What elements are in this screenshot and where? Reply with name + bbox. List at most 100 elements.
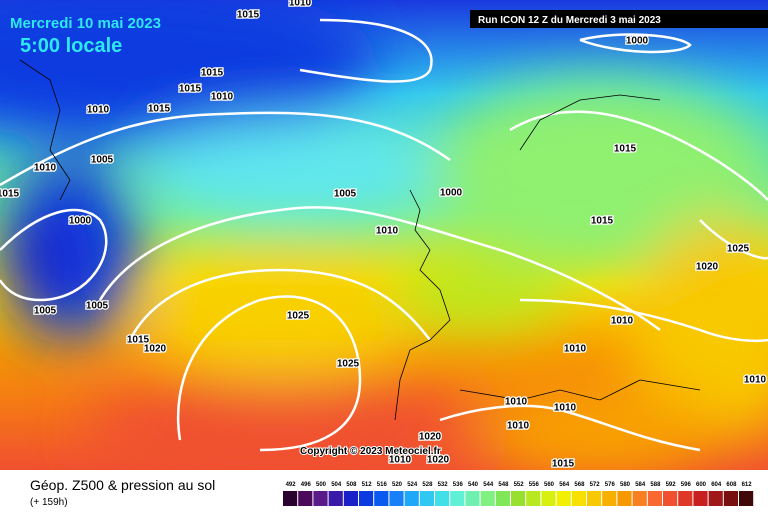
legend-swatch <box>389 491 404 506</box>
isobar-label: 1020 <box>696 262 719 273</box>
isobar-label: 1010 <box>376 226 399 237</box>
isobar-label: 1015 <box>0 189 20 200</box>
isobar-label: 1025 <box>727 244 750 255</box>
footer-title: Géop. Z500 & pression au sol <box>30 477 215 493</box>
legend-label: 516 <box>377 482 388 488</box>
legend-swatch <box>450 491 465 506</box>
isobar-label: 1015 <box>552 459 575 470</box>
legend-label: 580 <box>620 482 631 488</box>
time: 5:00 locale <box>20 35 122 57</box>
legend-swatch <box>723 491 738 506</box>
legend-swatch <box>617 491 632 506</box>
isobar-label: 1005 <box>91 155 114 166</box>
legend-swatch <box>343 491 358 506</box>
legend-label: 492 <box>286 482 297 488</box>
legend-swatch <box>435 491 450 506</box>
isobar-label: 1005 <box>334 189 357 200</box>
isobar-label: 1015 <box>614 144 637 155</box>
legend-label: 608 <box>726 482 737 488</box>
legend-swatch <box>526 491 541 506</box>
legend-label: 612 <box>742 482 753 488</box>
isobar-label: 1010 <box>505 397 528 408</box>
isobar-label: 1025 <box>337 359 360 370</box>
isobar-label: 1015 <box>591 216 614 227</box>
isobar-label: 1015 <box>201 68 224 79</box>
legend-label: 528 <box>422 482 433 488</box>
run: Run ICON 12 Z du Mercredi 3 mai 2023 <box>478 15 661 26</box>
isobar-label: 1010 <box>611 316 634 327</box>
isobar-label: 1020 <box>419 432 442 443</box>
date: Mercredi 10 mai 2023 <box>10 15 161 32</box>
isobar-label: 1005 <box>86 301 109 312</box>
legend-swatch <box>374 491 389 506</box>
isobar-label: 1010 <box>389 455 412 466</box>
legend-label: 584 <box>635 482 646 488</box>
legend-label: 512 <box>362 482 373 488</box>
legend-swatch <box>663 491 678 506</box>
legend-label: 504 <box>331 482 342 488</box>
legend-label: 524 <box>407 482 418 488</box>
legend-swatch <box>495 491 510 506</box>
legend-swatch <box>678 491 693 506</box>
isobar-label: 1025 <box>287 311 310 322</box>
legend: 492 496 500 504 508 512 516 520 524 528 532 536 540 5… <box>283 482 754 506</box>
legend-swatch <box>480 491 495 506</box>
isobar-label: 1015 <box>127 335 150 346</box>
isobar-label: 1010 <box>554 403 577 414</box>
legend-swatch <box>602 491 617 506</box>
run-box <box>470 10 768 28</box>
isobar-label: 1010 <box>564 344 587 355</box>
legend-label: 556 <box>529 482 540 488</box>
isobar-label: 1000 <box>626 36 649 47</box>
legend-label: 572 <box>590 482 601 488</box>
isobar-label: 1010 <box>507 421 530 432</box>
legend-label: 604 <box>711 482 722 488</box>
isobar-label: 1010 <box>211 92 234 103</box>
isobar-label: 1010 <box>87 105 110 116</box>
legend-label: 592 <box>666 482 677 488</box>
legend-label: 540 <box>468 482 479 488</box>
legend-label: 568 <box>574 482 585 488</box>
isobar-label: 1020 <box>144 344 167 355</box>
legend-swatch <box>328 491 343 506</box>
legend-swatch <box>556 491 571 506</box>
legend-swatch <box>298 491 313 506</box>
legend-label: 564 <box>559 482 570 488</box>
legend-label: 552 <box>514 482 525 488</box>
isobar-labels: 1015 1010 1000 1015 1015 1010 1010 1015 1005 1010… <box>0 0 768 471</box>
isobar-label: 1015 <box>179 84 202 95</box>
legend-swatch <box>511 491 526 506</box>
legend-label: 560 <box>544 482 555 488</box>
legend-swatch <box>283 491 298 506</box>
copyright: Copyright © 2023 Meteociel.fr <box>300 446 441 457</box>
legend-swatch <box>739 491 754 506</box>
legend-swatch <box>632 491 647 506</box>
legend-label: 496 <box>301 482 312 488</box>
legend-swatch <box>465 491 480 506</box>
legend-swatch <box>419 491 434 506</box>
legend-label: 548 <box>498 482 509 488</box>
isobar-label: 1010 <box>34 163 57 174</box>
legend-swatch <box>587 491 602 506</box>
legend-swatch <box>693 491 708 506</box>
legend-label: 500 <box>316 482 327 488</box>
legend-label: 600 <box>696 482 707 488</box>
isobar-label: 1000 <box>440 188 463 199</box>
legend-label: 544 <box>483 482 494 488</box>
legend-swatch <box>541 491 556 506</box>
legend-label: 536 <box>453 482 464 488</box>
legend-swatch <box>571 491 586 506</box>
field <box>0 0 768 470</box>
isobar-label: 1020 <box>427 455 450 466</box>
legend-label: 508 <box>346 482 357 488</box>
footer-step: (+ 159h) <box>30 497 68 508</box>
isobar-label: 1015 <box>237 10 260 21</box>
isobar-label: 1010 <box>289 0 312 9</box>
legend-swatch <box>313 491 328 506</box>
legend-swatch <box>647 491 662 506</box>
legend-swatch <box>708 491 723 506</box>
legend-swatch <box>404 491 419 506</box>
legend-label: 532 <box>438 482 449 488</box>
legend-label: 576 <box>605 482 616 488</box>
legend-label: 588 <box>650 482 661 488</box>
